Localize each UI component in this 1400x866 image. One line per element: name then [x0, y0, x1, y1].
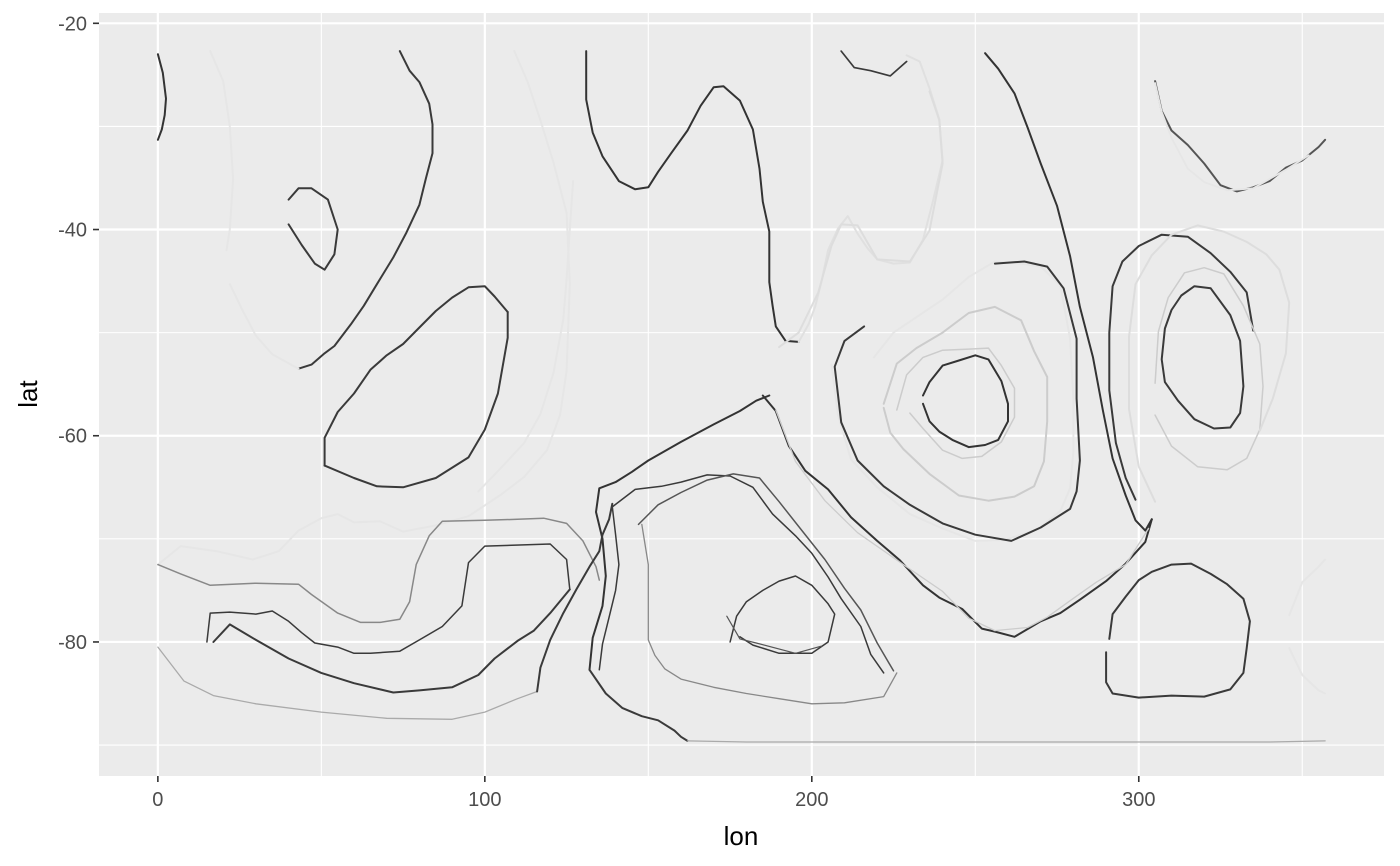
x-tick-label: 0: [152, 789, 163, 811]
x-axis-title: lon: [724, 821, 759, 851]
y-axis-title: lat: [13, 379, 43, 407]
contour-line-9: [761, 394, 1153, 638]
contour-line-23: [637, 473, 895, 672]
contour-line-31: [882, 305, 1049, 502]
y-tick-label: -20: [58, 13, 87, 35]
contour-line-37: [1154, 266, 1264, 471]
contour-line-26: [729, 575, 836, 655]
y-tick-label: -40: [58, 220, 87, 242]
contour-line-5: [585, 50, 800, 343]
plot-panel: [99, 13, 1384, 776]
contour-lines: [156, 50, 1327, 743]
y-tick-label: -60: [58, 426, 87, 448]
contour-line-38: [1128, 224, 1291, 503]
y-axis: -20 -40 -60 -80: [58, 13, 99, 654]
contour-line-41: [1105, 562, 1251, 699]
contour-line-17: [206, 543, 571, 655]
contour-line-20: [536, 502, 614, 693]
contour-line-14: [209, 50, 235, 252]
contour-line-42: [1288, 558, 1327, 617]
contour-line-36: [1160, 285, 1245, 430]
contour-line-22: [641, 523, 898, 705]
contour-line-35: [1108, 233, 1255, 501]
x-axis: 0 100 200 300: [152, 776, 1155, 811]
contour-line-3: [287, 187, 339, 271]
contour-line-33: [922, 354, 1009, 449]
contour-line-30: [830, 260, 1075, 542]
minor-gridlines: [99, 13, 1384, 776]
contour-line-27: [726, 615, 823, 654]
contour-line-7: [840, 50, 908, 77]
contour-line-29: [775, 409, 1150, 632]
major-gridlines: [99, 13, 1384, 776]
contour-line-24: [588, 668, 689, 742]
contour-line-34: [896, 347, 1016, 460]
contour-line-18: [212, 588, 571, 694]
contour-line-16: [157, 517, 601, 624]
contour-line-13: [228, 283, 300, 370]
contour-line-10: [588, 394, 771, 671]
contour-line-25: [686, 740, 1326, 743]
contour-line-1: [156, 53, 167, 141]
contour-line-11: [323, 311, 509, 489]
contour-line-19: [157, 646, 538, 720]
y-tick-label: -80: [58, 632, 87, 654]
x-tick-label: 300: [1122, 789, 1155, 811]
contour-line-40: [1154, 82, 1310, 192]
x-tick-label: 200: [795, 789, 828, 811]
contour-line-8: [984, 52, 1153, 532]
contour-line-2: [297, 50, 434, 370]
contour-line-4: [323, 285, 509, 467]
x-tick-label: 100: [468, 789, 501, 811]
contour-line-43: [1288, 647, 1327, 695]
contour-line-32: [833, 260, 1081, 542]
contour-line-28: [778, 90, 944, 349]
contour-line-21: [598, 474, 885, 674]
